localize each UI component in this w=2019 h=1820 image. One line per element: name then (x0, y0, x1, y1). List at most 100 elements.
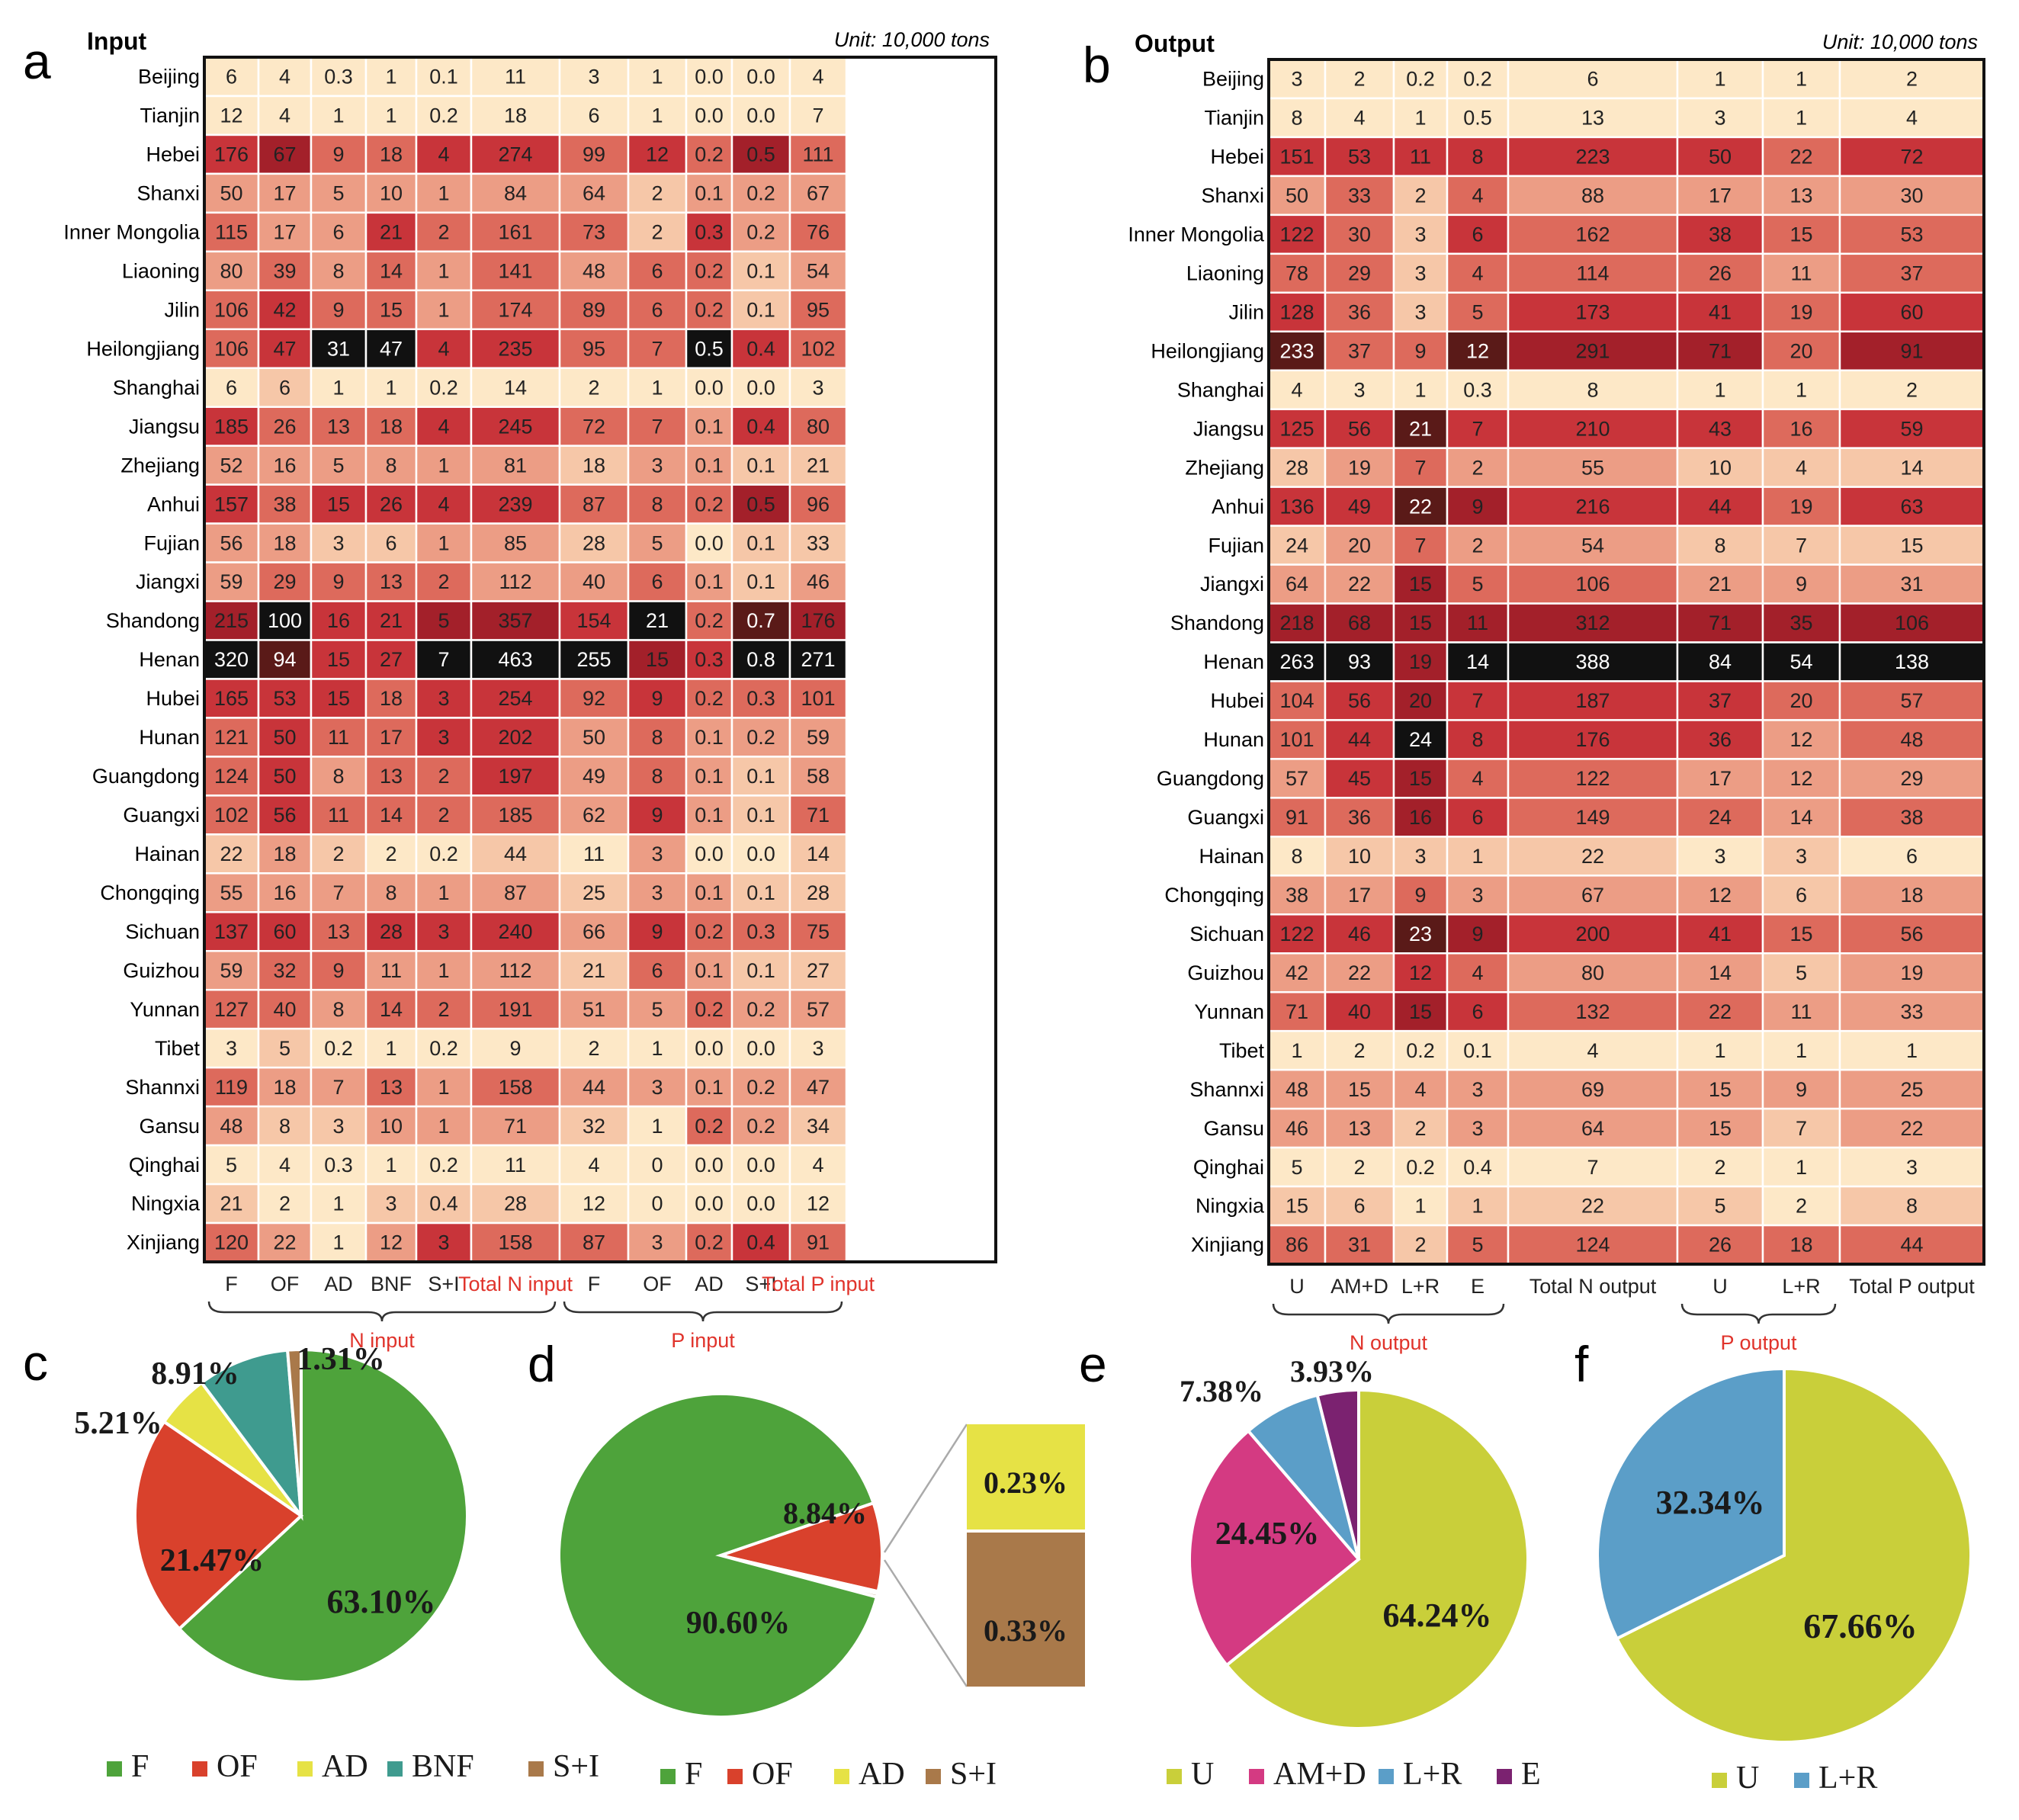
heat-cell (627, 600, 688, 641)
heat-cell-value: 13 (1581, 107, 1604, 130)
heat-cell-value: 28 (1286, 456, 1308, 479)
heatmap-panel-output: b Output Unit: 10,000 tons Beijing 3 2 0.2 0.2 6… (1083, 30, 1985, 1354)
heat-cell-value: 30 (1900, 185, 1923, 207)
heat-cell-value: 0.2 (429, 1154, 458, 1176)
heat-cell-value: 7 (1796, 534, 1807, 557)
heat-cell (1324, 1107, 1395, 1149)
heat-cell (1676, 875, 1764, 916)
heat-cell-value: 0.3 (1463, 378, 1492, 401)
heat-cell (788, 483, 848, 525)
heat-cell-value: 0.2 (746, 998, 775, 1021)
heat-cell-value: 0.3 (324, 66, 353, 88)
heat-cell-value: 49 (1348, 495, 1371, 518)
heat-cell-value: 13 (380, 570, 403, 593)
heat-cell-value: 4 (438, 337, 449, 360)
heat-cell-value: 2 (1353, 68, 1365, 91)
heat-cell (1838, 1146, 1985, 1188)
heat-cell-value: 1 (1906, 1039, 1918, 1062)
heat-cell-value: 18 (273, 531, 296, 554)
heat-cell-value: 136 (1279, 495, 1314, 518)
heat-cell-value: 51 (583, 998, 605, 1021)
heat-cell (310, 289, 368, 331)
heat-cell-value: 1 (438, 1115, 449, 1138)
heat-cell (1446, 291, 1510, 333)
row-label-hainan: Hainan (134, 843, 200, 865)
heat-cell-value: 0 (651, 1154, 663, 1176)
heat-cell-value: 7 (651, 415, 663, 438)
heat-cell-value: 27 (807, 959, 830, 982)
heat-cell (257, 211, 313, 253)
slice-percent-label: 3.93% (1290, 1354, 1374, 1388)
heat-cell-value: 87 (583, 1231, 605, 1254)
heat-cell-value: 11 (1790, 1000, 1812, 1023)
heat-cell (415, 483, 473, 525)
heat-cell (1761, 836, 1841, 877)
heat-cell-value: 4 (1472, 767, 1483, 790)
heat-cell (788, 639, 848, 680)
heat-cell (730, 1066, 791, 1108)
connector-line (883, 1424, 968, 1553)
heat-cell-value: 1 (651, 66, 663, 88)
heat-cell (1676, 952, 1764, 993)
slice-percent-label: 8.91% (151, 1356, 239, 1391)
heat-cell-value: 200 (1575, 923, 1610, 945)
heat-cell-value: 5 (1472, 573, 1483, 595)
row-label-sichuan: Sichuan (1189, 923, 1264, 945)
heat-cell-value: 271 (801, 648, 835, 671)
heat-cell (788, 794, 848, 836)
heat-cell-value: 5 (1472, 1234, 1483, 1257)
heat-cell-value: 1 (651, 1115, 663, 1138)
heat-cell (1761, 1029, 1841, 1071)
heat-cell-value: 2 (438, 570, 449, 593)
heat-cell-value: 11 (1467, 611, 1488, 634)
slice-percent-label: 1.31% (297, 1342, 385, 1377)
pie-slice-lplusr (1596, 1366, 1786, 1641)
row-label-fujian: Fujian (143, 531, 200, 554)
row-label-chongqing: Chongqing (1164, 884, 1264, 907)
heat-cell-value: 121 (214, 726, 249, 749)
row-label-tianjin: Tianjin (1204, 107, 1264, 130)
heat-cell (1507, 1107, 1679, 1149)
heat-cell (788, 1183, 848, 1225)
heat-cell-value: 14 (1466, 650, 1489, 673)
heat-cell-value: 0.0 (695, 1154, 724, 1176)
heat-cell-value: 76 (807, 221, 830, 244)
heat-cell-value: 2 (438, 998, 449, 1021)
heat-cell (1392, 1029, 1449, 1071)
row-label-zhejiang: Zhejiang (1185, 456, 1264, 479)
heat-cell-value: 4 (1472, 185, 1483, 207)
heat-cell-value: 6 (279, 376, 290, 399)
heat-cell-value: 0.2 (1406, 68, 1435, 91)
heat-cell-value: 59 (220, 959, 242, 982)
heat-cell-value: 50 (273, 765, 296, 788)
heat-cell-value: 0.2 (429, 104, 458, 127)
heat-cell-value: 3 (226, 1037, 237, 1060)
column-label-ad: AD (324, 1273, 353, 1295)
row-label-tibet: Tibet (1219, 1039, 1265, 1062)
heat-cell-value: 8 (1587, 378, 1598, 401)
heat-cell-value: 6 (651, 298, 663, 321)
heat-cell (1676, 525, 1764, 566)
heat-cell-value: 101 (801, 687, 835, 710)
row-label-gansu: Gansu (1203, 1117, 1264, 1140)
heat-cell-value: 216 (1575, 495, 1610, 518)
heat-cell-value: 22 (273, 1231, 296, 1254)
heat-cell-value: 0.2 (695, 259, 724, 282)
group-brace (563, 1301, 843, 1322)
heat-cell-value: 106 (1575, 573, 1610, 595)
heat-cell (1507, 641, 1679, 682)
heat-cell (310, 172, 368, 214)
heat-cell-value: 102 (801, 337, 835, 360)
heat-cell-value: 15 (1409, 1000, 1432, 1023)
heat-cell-value: 197 (498, 765, 532, 788)
heat-cell-value: 14 (1900, 456, 1923, 479)
heat-cell-value: 57 (807, 998, 830, 1021)
heat-cell (364, 756, 418, 797)
heat-cell (558, 1027, 630, 1069)
heat-cell (1392, 758, 1449, 799)
heat-cell (1507, 330, 1679, 371)
heat-cell-value: 36 (1348, 300, 1371, 323)
row-label-ningxia: Ningxia (131, 1192, 201, 1215)
heat-cell-value: 7 (651, 337, 663, 360)
heat-cell-value: 15 (1709, 1117, 1732, 1140)
